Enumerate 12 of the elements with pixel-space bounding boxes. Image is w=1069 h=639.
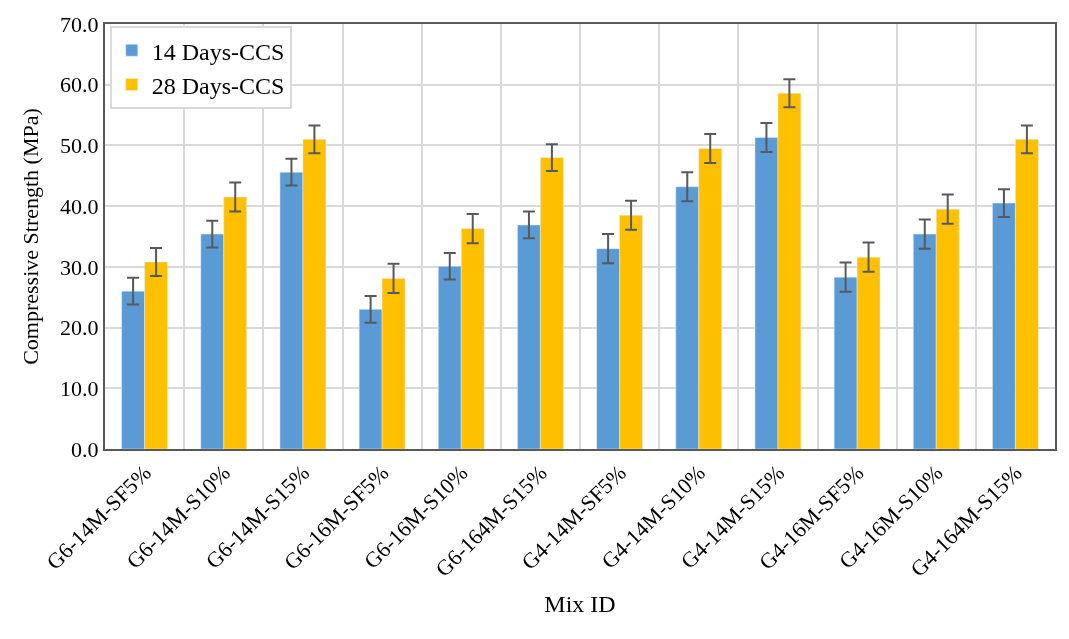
y-tick-label: 20.0 — [60, 315, 99, 341]
y-tick-label: 50.0 — [60, 133, 99, 159]
y-axis-title: Compressive Strength (MPa) — [18, 108, 44, 365]
y-tick-label: 30.0 — [60, 254, 99, 280]
y-tick-label: 70.0 — [60, 11, 99, 37]
y-tick-label: 10.0 — [60, 375, 99, 401]
legend-label: 28 Days-CCS — [151, 72, 285, 99]
legend-label: 14 Days-CCS — [151, 38, 285, 65]
x-axis-title: Mix ID — [544, 591, 616, 618]
y-tick-label: 0.0 — [71, 436, 99, 462]
y-tick-label: 60.0 — [60, 72, 99, 98]
y-tick-label: 40.0 — [60, 193, 99, 219]
